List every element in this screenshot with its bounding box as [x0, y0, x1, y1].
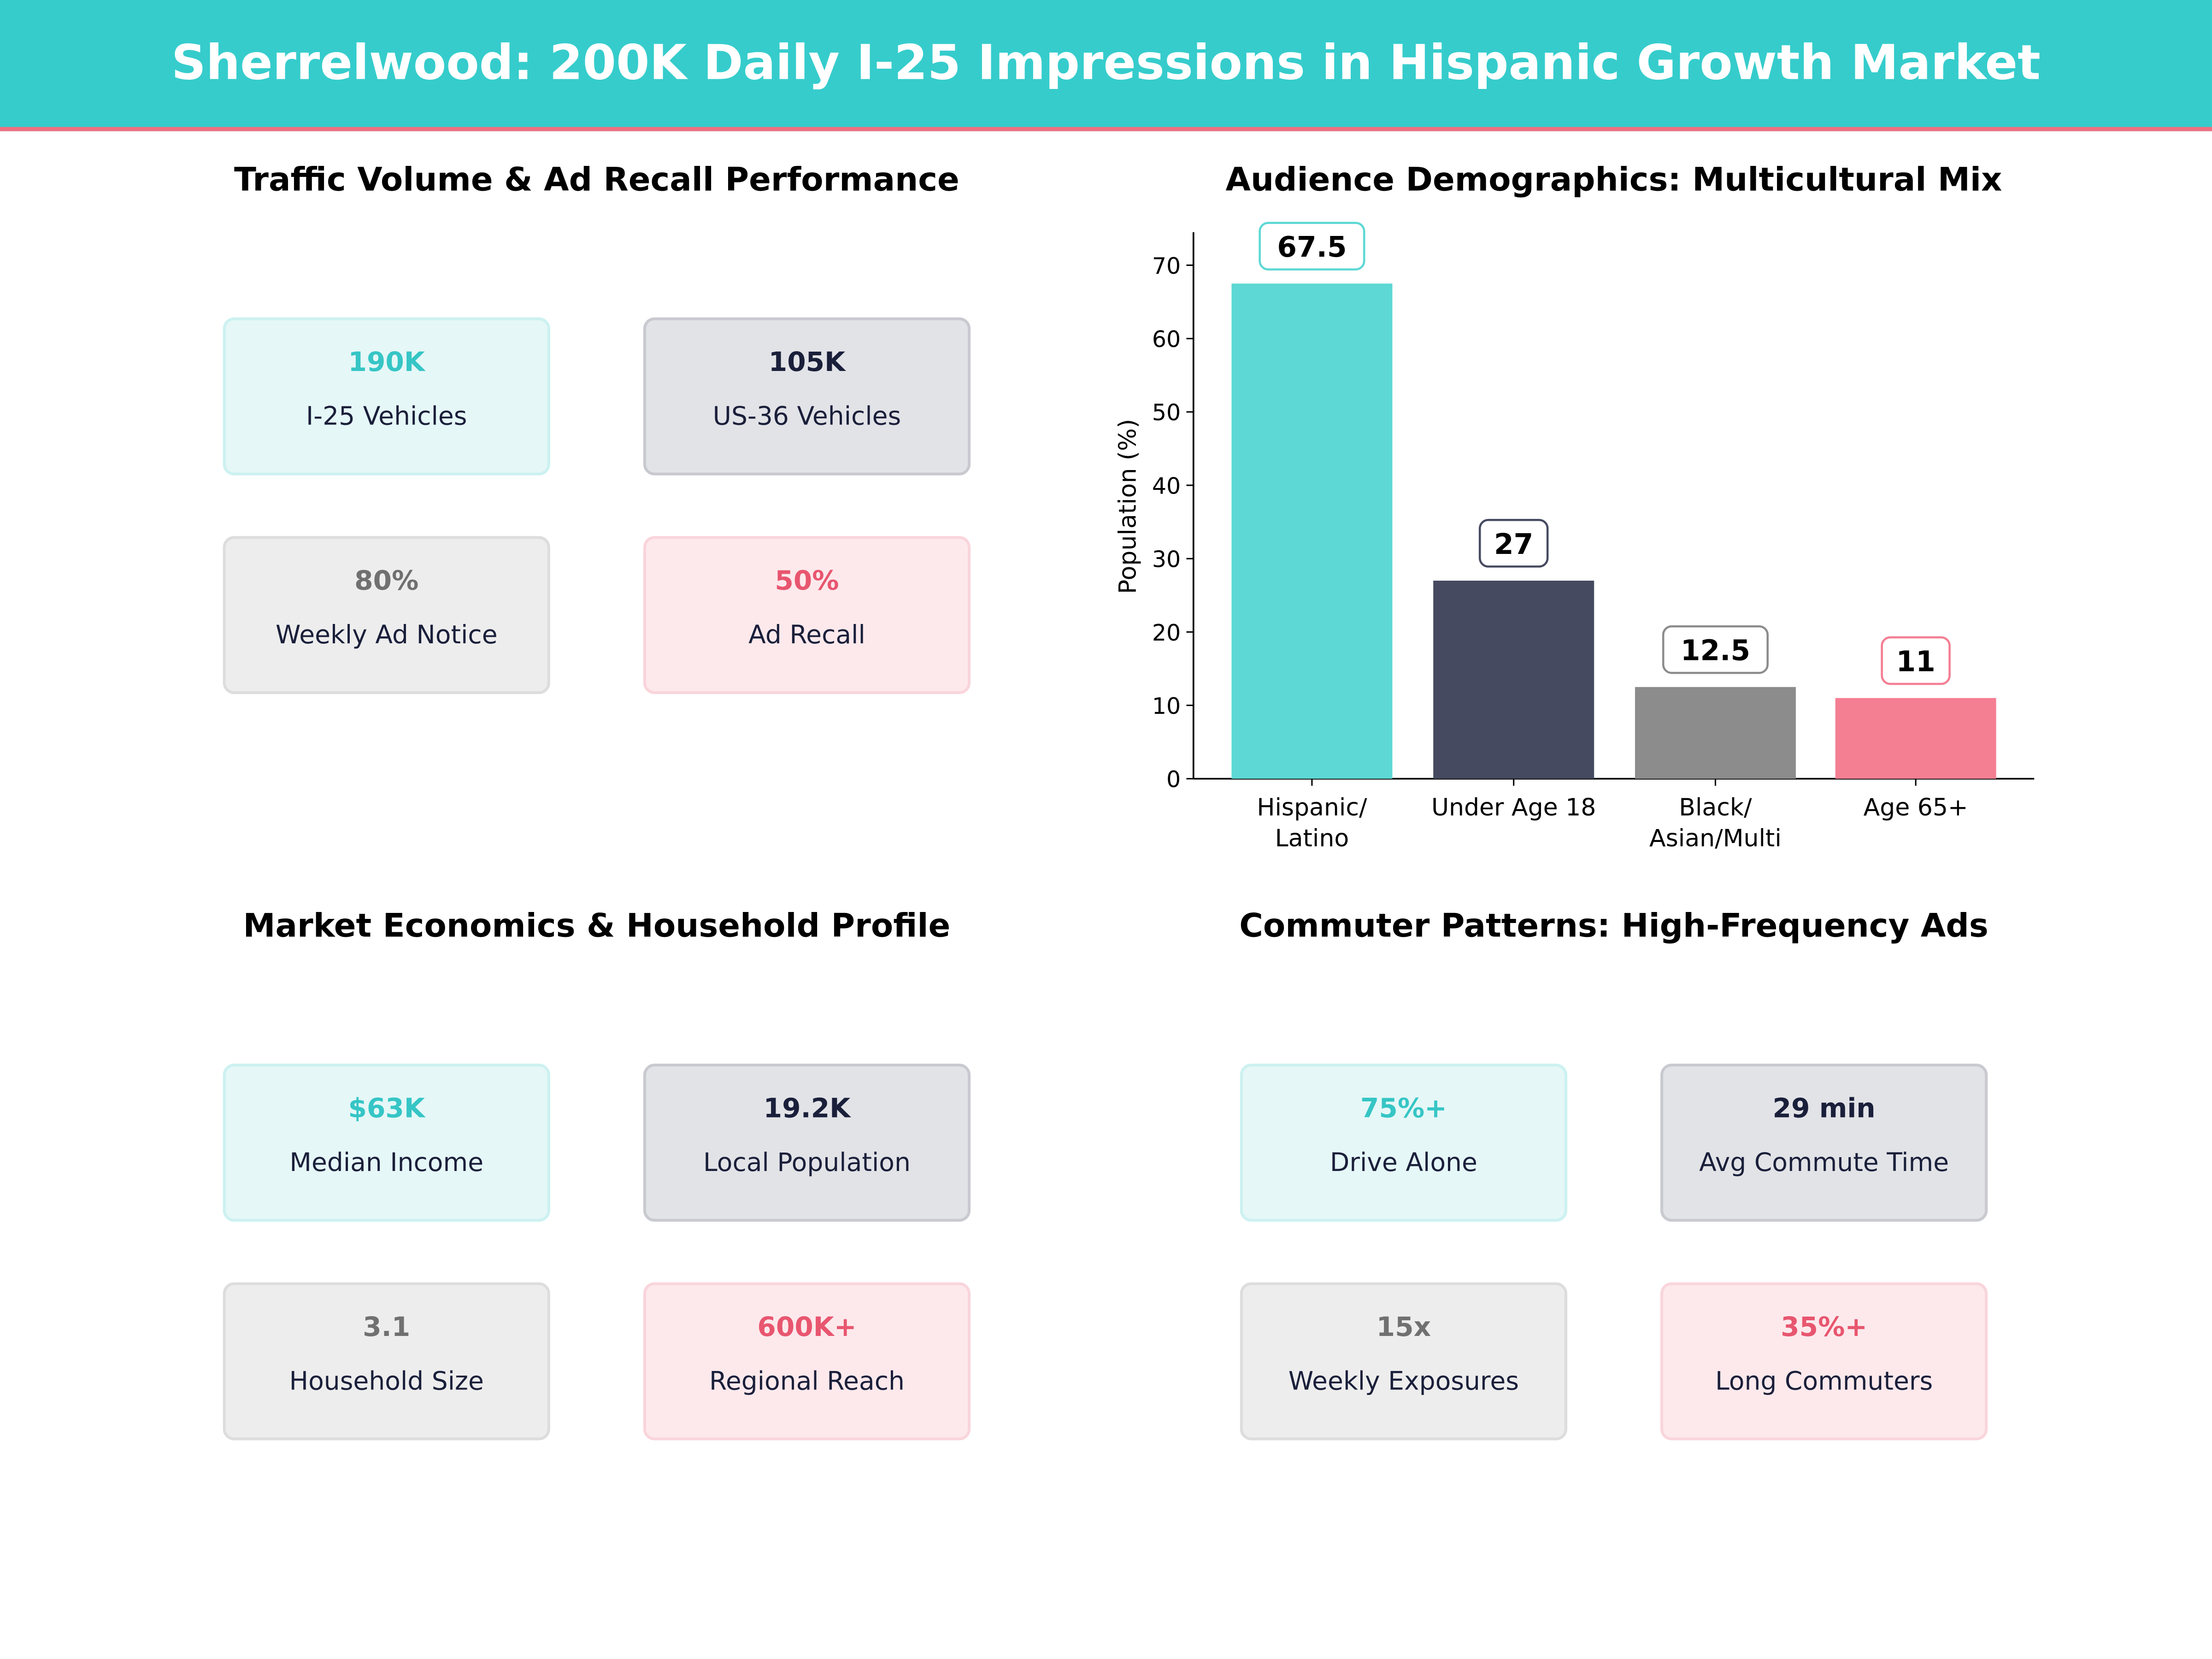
bar: [1835, 698, 1996, 779]
stat-card-us36-vehicles: 105K US-36 Vehicles: [643, 317, 971, 476]
stat-label: Median Income: [289, 1148, 484, 1178]
stat-value: 3.1: [363, 1312, 411, 1343]
stat-label: Regional Reach: [709, 1367, 905, 1397]
header-banner: Sherrelwood: 200K Daily I-25 Impressions…: [0, 0, 2212, 131]
y-tick-label: 70: [1152, 253, 1181, 279]
stat-card-weekly-exposures: 15x Weekly Exposures: [1240, 1282, 1567, 1441]
stat-label: Ad Recall: [748, 620, 865, 651]
x-tick-label: Black/Asian/Multi: [1649, 794, 1782, 852]
stat-card-drive-alone: 75%+ Drive Alone: [1240, 1064, 1567, 1222]
stat-value: 50%: [775, 565, 839, 597]
stat-card-household-size: 3.1 Household Size: [223, 1282, 550, 1441]
data-label-box: [1259, 222, 1365, 271]
data-label: 11: [1896, 646, 1936, 678]
stat-value: $63K: [348, 1093, 425, 1124]
stat-label: Local Population: [703, 1148, 911, 1178]
data-label: 27: [1494, 528, 1533, 561]
x-tick-label: Under Age 18: [1431, 794, 1596, 821]
y-tick-label: 60: [1152, 326, 1181, 353]
stat-label: Weekly Exposures: [1288, 1367, 1519, 1397]
panel-title-commuter: Commuter Patterns: High-Frequency Ads: [1239, 908, 1988, 946]
y-tick-label: 10: [1152, 693, 1181, 719]
stat-label: US-36 Vehicles: [712, 402, 901, 432]
panel-title-economics: Market Economics & Household Profile: [243, 908, 951, 946]
y-tick-label: 30: [1152, 547, 1181, 573]
data-label-box: [1881, 636, 1951, 685]
y-tick-label: 50: [1152, 400, 1181, 426]
data-label: 67.5: [1277, 231, 1347, 264]
stat-card-i25-vehicles: 190K I-25 Vehicles: [223, 317, 550, 476]
x-tick-label: Age 65+: [1864, 794, 1968, 821]
stat-value: 105K: [768, 347, 846, 378]
stat-card-local-population: 19.2K Local Population: [643, 1064, 971, 1222]
stat-label: Long Commuters: [1715, 1367, 1933, 1397]
data-label-box: [1662, 625, 1769, 674]
data-label: 12.5: [1681, 635, 1750, 667]
stat-value: 600K+: [757, 1312, 857, 1343]
bar: [1635, 687, 1796, 779]
stat-value: 29 min: [1772, 1093, 1876, 1124]
stat-card-avg-commute-time: 29 min Avg Commute Time: [1660, 1064, 1988, 1222]
x-tick-label: Hispanic/Latino: [1257, 794, 1367, 852]
stat-value: 80%: [354, 565, 419, 597]
stat-value: 15x: [1376, 1312, 1431, 1343]
stat-label: Household Size: [289, 1367, 484, 1397]
stat-card-regional-reach: 600K+ Regional Reach: [643, 1282, 971, 1441]
y-tick-label: 40: [1152, 473, 1181, 499]
stat-card-ad-recall: 50% Ad Recall: [643, 536, 971, 694]
y-tick-label: 0: [1166, 766, 1181, 793]
stat-card-long-commuters: 35%+ Long Commuters: [1660, 1282, 1988, 1441]
data-label-box: [1478, 519, 1549, 568]
stat-value: 19.2K: [763, 1093, 851, 1124]
stat-value: 190K: [348, 347, 425, 378]
chart-title: Audience Demographics: Multicultural Mix: [1225, 162, 2002, 199]
stat-label: I-25 Vehicles: [306, 402, 467, 432]
y-tick-label: 20: [1152, 620, 1181, 646]
panel-title-traffic: Traffic Volume & Ad Recall Performance: [234, 162, 959, 199]
stat-card-weekly-ad-notice: 80% Weekly Ad Notice: [223, 536, 550, 694]
stat-label: Drive Alone: [1330, 1148, 1477, 1178]
stat-card-median-income: $63K Median Income: [223, 1064, 550, 1222]
bar: [1231, 283, 1393, 779]
stat-value: 35%+: [1781, 1312, 1868, 1343]
page-title: Sherrelwood: 200K Daily I-25 Impressions…: [171, 35, 2041, 92]
y-axis-label: Population (%): [1114, 419, 1141, 594]
stat-value: 75%+: [1360, 1093, 1447, 1124]
stat-label: Avg Commute Time: [1699, 1148, 1949, 1178]
bar: [1433, 580, 1594, 779]
stat-label: Weekly Ad Notice: [275, 620, 498, 651]
